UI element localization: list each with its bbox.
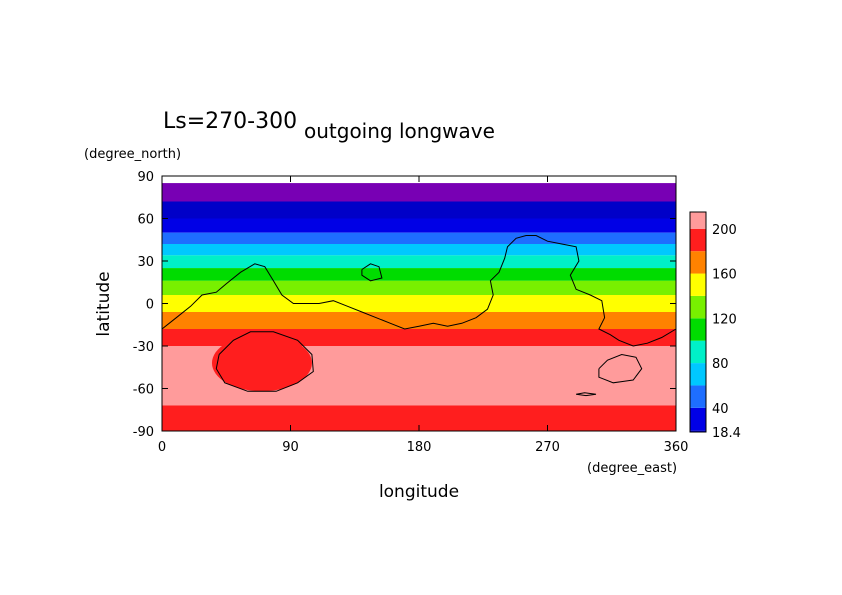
y-tick-label: 0 — [146, 298, 154, 313]
heat-band-6 — [162, 268, 676, 281]
heat-band-0 — [162, 183, 676, 202]
heat-band-3 — [162, 232, 676, 244]
colorbar: 40 80 120 160 200 18.4 — [689, 211, 741, 441]
colorbar-level-2 — [690, 385, 706, 408]
y-unit-label: (degree_north) — [84, 147, 181, 162]
y-tick-label: -90 — [133, 425, 154, 440]
x-tick-label: 180 — [407, 440, 432, 455]
colorbar-tick-label: 200 — [712, 223, 737, 238]
colorbar-level-8 — [690, 251, 706, 274]
y-tick-label: 30 — [137, 255, 154, 270]
x-tick-label: 90 — [282, 440, 299, 455]
y-tick-label: 60 — [137, 213, 154, 228]
colorbar-level-3 — [690, 363, 706, 386]
x-axis-ticks: 0 90 180 270 360 — [158, 176, 689, 455]
y-tick-label: -30 — [133, 340, 154, 355]
colorbar-level-0 — [690, 430, 706, 432]
heat-band-2 — [162, 218, 676, 233]
y-axis-label: latitude — [94, 271, 114, 336]
contour-basin-east — [598, 353, 643, 384]
heat-band-7 — [162, 280, 676, 295]
contour-small-red-patch — [576, 392, 597, 397]
colorbar-level-9 — [690, 228, 706, 252]
colorbar-level-5 — [690, 318, 706, 341]
colorbar-tick-label: 40 — [712, 402, 729, 417]
colorbar-level-7 — [690, 273, 706, 296]
colorbar-level-10 — [690, 212, 706, 229]
x-tick-label: 360 — [664, 440, 689, 455]
y-tick-label: 90 — [137, 170, 154, 185]
heat-band-5 — [162, 255, 676, 269]
chart-title: outgoing longwave — [304, 119, 495, 143]
y-axis-ticks: 90 60 30 0 -30 -60 -90 — [133, 170, 676, 440]
chart-subtitle: Ls=270-300 — [163, 109, 297, 134]
heat-band-4 — [162, 244, 676, 256]
colorbar-level-6 — [690, 295, 706, 319]
x-axis-label: longitude — [379, 482, 459, 502]
x-tick-label: 0 — [158, 440, 166, 455]
contour-lines — [161, 235, 677, 397]
contour-topography — [161, 235, 677, 347]
hot-spot-0 — [211, 334, 312, 392]
colorbar-tick-label: 160 — [712, 268, 737, 283]
colorbar-min-label: 18.4 — [712, 426, 741, 441]
contour-basin-west — [215, 331, 314, 392]
heat-band-9 — [162, 312, 676, 329]
x-tick-label: 270 — [535, 440, 560, 455]
x-unit-label: (degree_east) — [587, 461, 677, 476]
colorbar-tick-label: 80 — [712, 357, 729, 372]
colorbar-tick-label: 120 — [712, 312, 737, 327]
colorbar-frame — [689, 211, 707, 433]
colorbar-level-1 — [690, 407, 706, 431]
heatmap-area — [162, 183, 676, 431]
y-tick-label: -60 — [133, 383, 154, 398]
heat-band-1 — [162, 201, 676, 219]
contour-island-north — [361, 263, 383, 282]
heat-band-8 — [162, 295, 676, 312]
colorbar-level-4 — [690, 340, 706, 364]
